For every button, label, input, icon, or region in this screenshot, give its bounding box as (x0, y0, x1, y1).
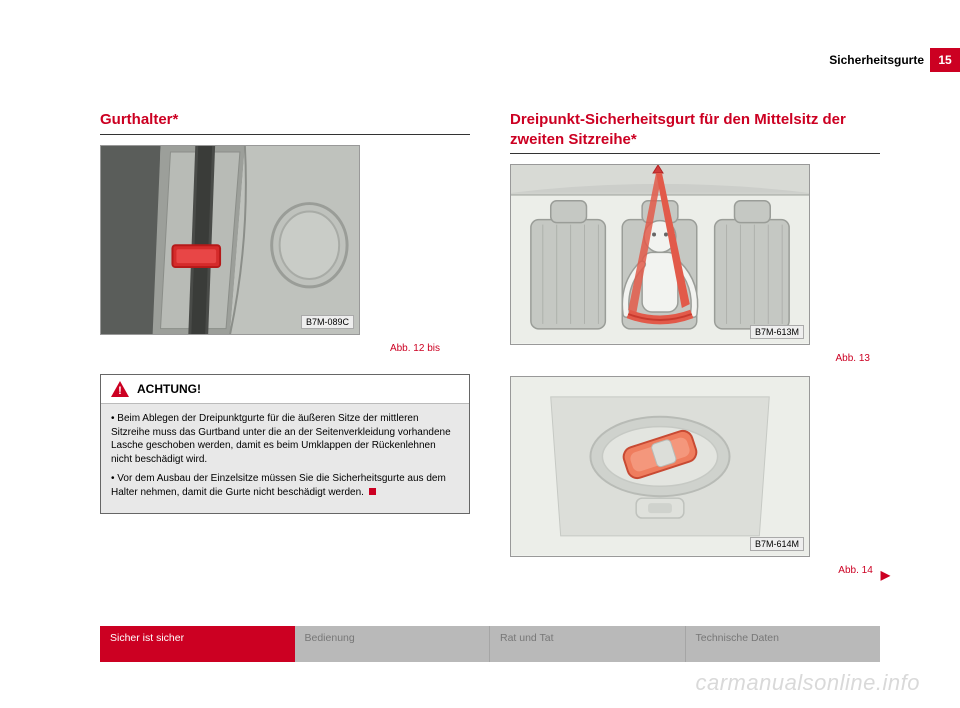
watermark: carmanualsonline.info (695, 670, 920, 696)
warning-p2: • Vor dem Ausbau der Einzelsitze müssen … (111, 472, 459, 499)
figure-13: B7M-613M (510, 164, 810, 345)
warning-header: ! ACHTUNG! (101, 375, 469, 404)
left-heading: Gurthalter* (100, 110, 470, 135)
warning-box: ! ACHTUNG! • Beim Ablegen der Dreipunktg… (100, 374, 470, 514)
figure-12-caption: Abb. 12 bis (390, 343, 440, 354)
right-column: Dreipunkt-Sicherheitsgurt für den Mittel… (510, 110, 880, 588)
warning-title: ACHTUNG! (137, 382, 201, 396)
tab-operation[interactable]: Bedienung (295, 626, 490, 662)
right-heading: Dreipunkt-Sicherheitsgurt für den Mittel… (510, 110, 880, 154)
warning-icon: ! (111, 381, 129, 397)
warning-p1: • Beim Ablegen der Dreipunktgurte für di… (111, 412, 459, 466)
figure-12: B7M-089C (100, 145, 360, 336)
page-content: Gurthalter* B7M-089C (100, 110, 880, 588)
continue-icon: ▶ (881, 568, 890, 582)
figure-12-code: B7M-089C (301, 315, 354, 329)
end-marker-icon (369, 488, 376, 495)
tab-safety[interactable]: Sicher ist sicher (100, 626, 295, 662)
gurthalter-illustration (100, 145, 360, 336)
footer-tabs: Sicher ist sicher Bedienung Rat und Tat … (100, 626, 880, 662)
figure-14: B7M-614M (510, 376, 810, 557)
figure-13-caption: Abb. 13 (836, 353, 870, 364)
seatbelt-illustration-1 (510, 164, 810, 345)
figure-14-code: B7M-614M (750, 537, 804, 551)
left-column: Gurthalter* B7M-089C (100, 110, 470, 588)
tab-techdata[interactable]: Technische Daten (685, 626, 881, 662)
page-number: 15 (930, 48, 960, 72)
page-header: Sicherheitsgurte 15 (829, 48, 960, 72)
warning-body: • Beim Ablegen der Dreipunktgurte für di… (101, 404, 469, 513)
tab-advice[interactable]: Rat und Tat (489, 626, 685, 662)
seatbelt-illustration-2 (510, 376, 810, 557)
svg-text:!: ! (118, 385, 122, 397)
section-title: Sicherheitsgurte (829, 53, 924, 67)
figure-13-code: B7M-613M (750, 325, 804, 339)
figure-14-caption: Abb. 14 (838, 565, 872, 576)
